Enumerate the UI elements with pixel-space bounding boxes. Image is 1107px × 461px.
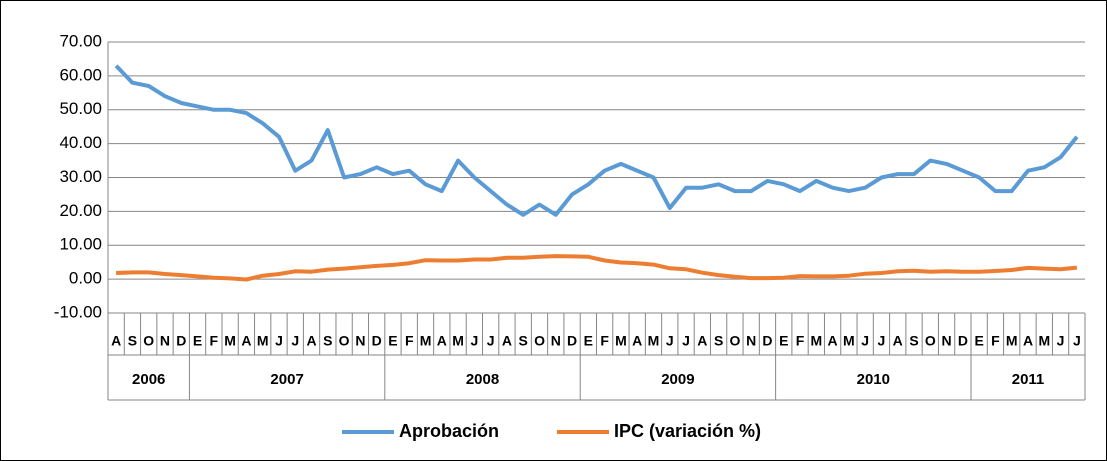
x-tick-label: F [405, 333, 414, 349]
x-tick-label: J [487, 333, 495, 349]
x-tick-label: J [861, 333, 869, 349]
y-tick-label: 70.00 [59, 31, 102, 50]
legend-label: IPC (variación %) [614, 421, 761, 441]
x-tick-label: N [551, 333, 561, 349]
x-tick-label: N [746, 333, 756, 349]
group-label: 2006 [132, 371, 165, 388]
y-tick-label: 40.00 [59, 133, 102, 152]
x-tick-label: S [519, 333, 528, 349]
x-tick-label: A [241, 333, 251, 349]
x-tick-label: N [942, 333, 952, 349]
x-tick-label: O [729, 333, 740, 349]
x-tick-label: M [615, 333, 627, 349]
x-tick-label: M [420, 333, 432, 349]
group-label: 2009 [661, 371, 694, 388]
x-tick-label: O [534, 333, 545, 349]
x-tick-label: N [355, 333, 365, 349]
x-tick-label: A [697, 333, 707, 349]
x-tick-label: N [160, 333, 170, 349]
x-tick-label: J [291, 333, 299, 349]
x-tick-label: E [779, 333, 788, 349]
y-tick-label: -10.00 [54, 302, 102, 321]
y-tick-label: 60.00 [59, 65, 102, 84]
x-tick-label: M [1038, 333, 1050, 349]
y-tick-label: 30.00 [59, 167, 102, 186]
x-tick-label: A [893, 333, 903, 349]
x-tick-label: F [600, 333, 609, 349]
x-tick-label: M [810, 333, 822, 349]
x-tick-label: D [372, 333, 382, 349]
x-tick-label: M [648, 333, 660, 349]
x-tick-label: A [437, 333, 447, 349]
x-tick-label: A [828, 333, 838, 349]
x-tick-label: S [909, 333, 918, 349]
group-label: 2011 [1012, 371, 1045, 388]
x-tick-label: M [1006, 333, 1018, 349]
y-tick-label: 0.00 [69, 269, 102, 288]
x-tick-label: O [925, 333, 936, 349]
group-label: 2010 [857, 371, 890, 388]
x-tick-label: D [958, 333, 968, 349]
x-tick-label: A [632, 333, 642, 349]
x-tick-label: F [991, 333, 1000, 349]
x-tick-label: J [470, 333, 478, 349]
x-tick-label: E [193, 333, 202, 349]
x-tick-label: E [388, 333, 397, 349]
x-tick-label: S [323, 333, 332, 349]
series-line [114, 64, 1079, 217]
y-tick-label: 10.00 [59, 235, 102, 254]
x-tick-label: D [762, 333, 772, 349]
x-tick-label: S [714, 333, 723, 349]
x-tick-label: F [210, 333, 219, 349]
group-label: 2007 [270, 371, 303, 388]
x-tick-label: A [1023, 333, 1033, 349]
x-tick-label: E [584, 333, 593, 349]
x-tick-label: F [796, 333, 805, 349]
x-tick-label: A [111, 333, 121, 349]
x-tick-label: A [306, 333, 316, 349]
x-tick-label: A [502, 333, 512, 349]
x-tick-label: O [143, 333, 154, 349]
x-tick-label: D [567, 333, 577, 349]
series-line [116, 254, 1078, 282]
x-tick-label: M [843, 333, 855, 349]
x-tick-label: J [878, 333, 886, 349]
x-tick-label: D [176, 333, 186, 349]
x-tick-label: S [128, 333, 137, 349]
group-label: 2008 [466, 371, 499, 388]
x-tick-label: M [224, 333, 236, 349]
x-tick-label: M [452, 333, 464, 349]
x-tick-label: J [275, 333, 283, 349]
x-tick-label: J [682, 333, 690, 349]
x-tick-label: J [1057, 333, 1065, 349]
x-tick-label: J [1073, 333, 1081, 349]
x-tick-label: J [666, 333, 674, 349]
y-tick-label: 50.00 [59, 99, 102, 118]
x-tick-label: E [974, 333, 983, 349]
x-tick-label: M [257, 333, 269, 349]
x-tick-label: O [339, 333, 350, 349]
y-tick-label: 20.00 [59, 201, 102, 220]
legend-label: Aprobación [399, 421, 499, 441]
